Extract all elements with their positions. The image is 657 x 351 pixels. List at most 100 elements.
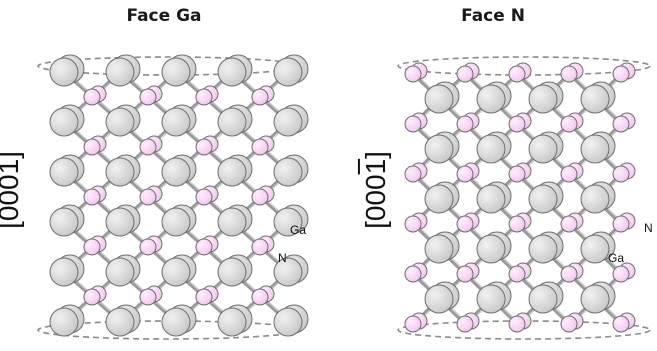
n-atom — [612, 265, 630, 283]
n-atom — [508, 115, 526, 133]
n-atom — [195, 88, 213, 106]
ga-atom — [217, 207, 247, 237]
ga-atom — [217, 57, 247, 87]
n-atom — [251, 288, 269, 306]
n-atom — [612, 165, 630, 183]
ga-atom — [580, 284, 610, 314]
n-atom — [404, 315, 422, 333]
structure-layer — [397, 56, 651, 340]
label-ga-atom: Ga — [608, 251, 624, 265]
n-atom — [560, 215, 578, 233]
ga-atom — [424, 184, 454, 214]
n-atom — [251, 88, 269, 106]
n-atom — [83, 88, 101, 106]
ga-atom — [105, 207, 135, 237]
n-atom — [139, 188, 157, 206]
n-atom — [404, 165, 422, 183]
ga-atom — [49, 57, 79, 87]
ga-atom — [580, 134, 610, 164]
ga-atom — [161, 157, 191, 187]
ga-atom — [273, 307, 303, 337]
ga-atom — [528, 284, 558, 314]
n-atom — [139, 138, 157, 156]
ga-atom — [424, 234, 454, 264]
n-atom — [83, 288, 101, 306]
n-atom — [404, 265, 422, 283]
ga-atom — [528, 184, 558, 214]
ga-atom — [580, 184, 610, 214]
n-atom — [404, 115, 422, 133]
ga-atom — [105, 257, 135, 287]
ga-atom — [161, 57, 191, 87]
n-atom — [251, 188, 269, 206]
wurtzite-structure-ga-face: Ga N — [37, 54, 309, 340]
ga-atom — [161, 207, 191, 237]
ga-atom — [105, 307, 135, 337]
panel-face-n: Face N [0001] N Ga — [329, 0, 657, 351]
n-atom — [560, 265, 578, 283]
ga-atom — [580, 84, 610, 114]
n-atom — [560, 115, 578, 133]
ga-atom — [528, 134, 558, 164]
ga-atom — [49, 257, 79, 287]
n-atom — [195, 188, 213, 206]
n-atom — [560, 65, 578, 83]
n-atom — [456, 65, 474, 83]
n-atom — [508, 65, 526, 83]
n-atom — [251, 138, 269, 156]
structure-layer — [37, 54, 309, 340]
ga-atom — [105, 157, 135, 187]
atom-layer — [404, 62, 636, 333]
n-atom — [83, 138, 101, 156]
n-atom — [139, 88, 157, 106]
n-atom — [560, 315, 578, 333]
ga-atom — [273, 257, 303, 287]
ga-atom — [476, 234, 506, 264]
ga-atom — [273, 157, 303, 187]
n-atom — [195, 238, 213, 256]
n-atom — [612, 315, 630, 333]
ga-atom — [273, 57, 303, 87]
n-atom — [560, 165, 578, 183]
ga-atom — [273, 207, 303, 237]
n-atom — [612, 65, 630, 83]
ga-atom — [424, 134, 454, 164]
ga-atom — [528, 234, 558, 264]
atom-layer — [49, 54, 309, 337]
n-atom — [456, 115, 474, 133]
ga-atom — [528, 84, 558, 114]
ga-atom — [161, 307, 191, 337]
n-atom — [508, 165, 526, 183]
ga-atom — [105, 107, 135, 137]
n-atom — [456, 165, 474, 183]
ga-atom — [476, 184, 506, 214]
ga-atom — [217, 257, 247, 287]
ga-atom — [476, 284, 506, 314]
ga-atom — [424, 84, 454, 114]
n-atom — [508, 315, 526, 333]
n-atom — [404, 65, 422, 83]
n-atom — [195, 138, 213, 156]
ga-atom — [424, 284, 454, 314]
ga-atom — [49, 157, 79, 187]
ga-atom — [161, 107, 191, 137]
n-atom — [139, 238, 157, 256]
ga-atom — [273, 107, 303, 137]
label-n-atom: N — [278, 251, 287, 265]
n-atom — [195, 288, 213, 306]
panel-face-ga: Face Ga [0001] Ga N — [0, 0, 328, 351]
n-atom — [251, 238, 269, 256]
n-atom — [456, 315, 474, 333]
label-ga-atom: Ga — [290, 223, 306, 237]
panel-title-face-n: Face N — [461, 6, 525, 26]
ga-atom — [105, 57, 135, 87]
n-atom — [83, 238, 101, 256]
label-n-atom: N — [644, 221, 653, 235]
ga-atom — [49, 107, 79, 137]
top-dashed-ring — [397, 56, 651, 76]
n-atom — [456, 215, 474, 233]
ga-atom — [476, 84, 506, 114]
n-atom — [139, 288, 157, 306]
n-atom — [83, 188, 101, 206]
n-atom — [508, 265, 526, 283]
